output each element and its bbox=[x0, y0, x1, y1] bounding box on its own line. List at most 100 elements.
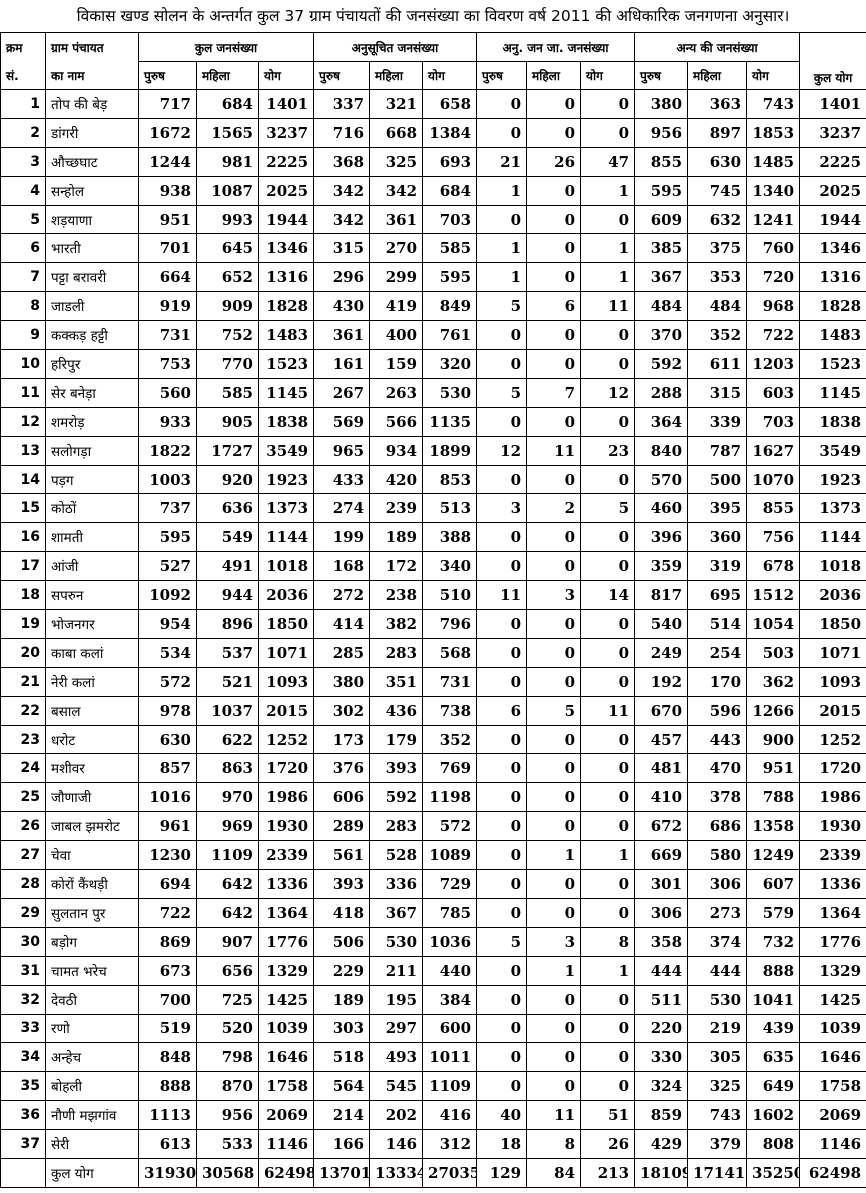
row-value: 1 bbox=[476, 233, 528, 264]
row-value: 306 bbox=[634, 897, 689, 928]
row-value: 419 bbox=[369, 291, 424, 322]
row-value: 1340 bbox=[746, 175, 801, 206]
row-value: 484 bbox=[634, 291, 689, 322]
row-value: 12 bbox=[580, 377, 636, 408]
row-value: 855 bbox=[634, 146, 689, 177]
row-value: 0 bbox=[526, 320, 582, 351]
row-value: 2036 bbox=[799, 580, 866, 611]
row-value: 722 bbox=[138, 897, 197, 928]
table-row: 1 तोप की बेड़ 717 684 1401 337 321 658 0 0 0 380 363… bbox=[0, 89, 866, 119]
row-value: 870 bbox=[196, 1071, 259, 1102]
row-value: 993 bbox=[196, 204, 259, 235]
row-value: 859 bbox=[634, 1100, 689, 1131]
row-value: 731 bbox=[422, 666, 478, 697]
row-value: 192 bbox=[634, 666, 689, 697]
row-value: 315 bbox=[313, 233, 371, 264]
row-value: 0 bbox=[580, 1071, 636, 1102]
row-panchayat-name: औच्छघाट bbox=[45, 146, 139, 177]
row-value: 416 bbox=[422, 1100, 478, 1131]
row-value: 857 bbox=[138, 753, 197, 784]
row-value: 969 bbox=[196, 811, 259, 842]
row-value: 388 bbox=[422, 522, 478, 553]
row-serial: 1 bbox=[0, 89, 46, 119]
row-value: 1 bbox=[580, 233, 636, 264]
row-value: 0 bbox=[580, 349, 636, 379]
row-value: 686 bbox=[687, 811, 748, 842]
row-value: 897 bbox=[687, 117, 748, 148]
row-value: 0 bbox=[526, 175, 582, 206]
row-value: 5 bbox=[476, 377, 528, 408]
row-value: 743 bbox=[746, 89, 801, 119]
row-value: 951 bbox=[746, 753, 801, 784]
table-row: 5 शड़याणा 951 993 1944 342 361 703 0 0 0 609 632 1241… bbox=[0, 204, 866, 235]
total-cell: 213 bbox=[580, 1157, 636, 1188]
row-value: 737 bbox=[138, 493, 197, 524]
row-panchayat-name: पट्टा बरावरी bbox=[45, 262, 139, 293]
row-value: 0 bbox=[476, 955, 528, 986]
table-row: 25 जौणाजी 1016 970 1986 606 592 1198 0 0 0 410 378 78… bbox=[0, 782, 866, 813]
table-row: 22 बसाल 978 1037 2015 302 436 738 6 5 11 670 596 1266… bbox=[0, 695, 866, 726]
row-value: 566 bbox=[369, 406, 424, 437]
row-value: 211 bbox=[369, 955, 424, 986]
row-value: 1401 bbox=[799, 89, 866, 119]
row-value: 6 bbox=[476, 695, 528, 726]
row-value: 0 bbox=[476, 522, 528, 553]
row-value: 611 bbox=[687, 349, 748, 379]
row-value: 0 bbox=[526, 637, 582, 668]
row-panchayat-name: देवठी bbox=[45, 984, 139, 1015]
row-value: 0 bbox=[476, 406, 528, 437]
row-value: 808 bbox=[746, 1129, 801, 1159]
page-title: विकास खण्ड सोलन के अन्तर्गत कुल 37 ग्राम… bbox=[76, 7, 790, 25]
row-value: 0 bbox=[526, 117, 582, 148]
row-panchayat-name: नेरी कलां bbox=[45, 666, 139, 697]
row-value: 938 bbox=[138, 175, 197, 206]
row-value: 26 bbox=[580, 1129, 636, 1159]
row-value: 2225 bbox=[257, 146, 315, 177]
row-value: 1425 bbox=[799, 984, 866, 1015]
row-value: 263 bbox=[369, 377, 424, 408]
row-value: 528 bbox=[369, 840, 424, 871]
row-value: 166 bbox=[313, 1129, 371, 1159]
table-row: 24 मशीवर 857 863 1720 376 393 769 0 0 0 481 470 951 17… bbox=[0, 753, 866, 784]
row-value: 732 bbox=[746, 926, 801, 957]
row-value: 849 bbox=[422, 291, 478, 322]
row-value: 606 bbox=[313, 782, 371, 813]
row-value: 1018 bbox=[799, 551, 866, 582]
row-serial: 28 bbox=[0, 869, 46, 899]
row-serial: 9 bbox=[0, 320, 46, 351]
row-value: 396 bbox=[634, 522, 689, 553]
row-serial: 29 bbox=[0, 897, 46, 928]
row-value: 0 bbox=[476, 551, 528, 582]
row-serial: 13 bbox=[0, 435, 46, 466]
row-value: 493 bbox=[369, 1042, 424, 1073]
row-value: 1512 bbox=[746, 580, 801, 611]
row-serial: 34 bbox=[0, 1042, 46, 1073]
row-panchayat-name: शामती bbox=[45, 522, 139, 553]
row-value: 1018 bbox=[257, 551, 315, 582]
row-value: 444 bbox=[634, 955, 689, 986]
header-purush: पुरुष bbox=[634, 61, 689, 90]
row-value: 21 bbox=[476, 146, 528, 177]
row-value: 0 bbox=[526, 522, 582, 553]
row-value: 0 bbox=[526, 753, 582, 784]
row-value: 0 bbox=[476, 117, 528, 148]
row-value: 1646 bbox=[257, 1042, 315, 1073]
row-value: 274 bbox=[313, 493, 371, 524]
row-value: 481 bbox=[634, 753, 689, 784]
row-value: 0 bbox=[526, 1042, 582, 1073]
row-value: 362 bbox=[746, 666, 801, 697]
row-value: 364 bbox=[634, 406, 689, 437]
row-panchayat-name: जाबल झमरोट bbox=[45, 811, 139, 842]
row-value: 703 bbox=[422, 204, 478, 235]
row-value: 1899 bbox=[422, 435, 478, 466]
row-value: 510 bbox=[422, 580, 478, 611]
row-value: 351 bbox=[369, 666, 424, 697]
row-value: 5 bbox=[476, 926, 528, 957]
row-value: 1672 bbox=[138, 117, 197, 148]
row-serial: 23 bbox=[0, 724, 46, 755]
row-serial: 35 bbox=[0, 1071, 46, 1102]
table-row: 9 कक्कड़ हट्टी 731 752 1483 361 400 761 0 0 0 370 35… bbox=[0, 320, 866, 351]
row-value: 905 bbox=[196, 406, 259, 437]
row-serial: 6 bbox=[0, 233, 46, 264]
table-body: 1 तोप की बेड़ 717 684 1401 337 321 658 0 0 0 380 363… bbox=[0, 89, 866, 1159]
